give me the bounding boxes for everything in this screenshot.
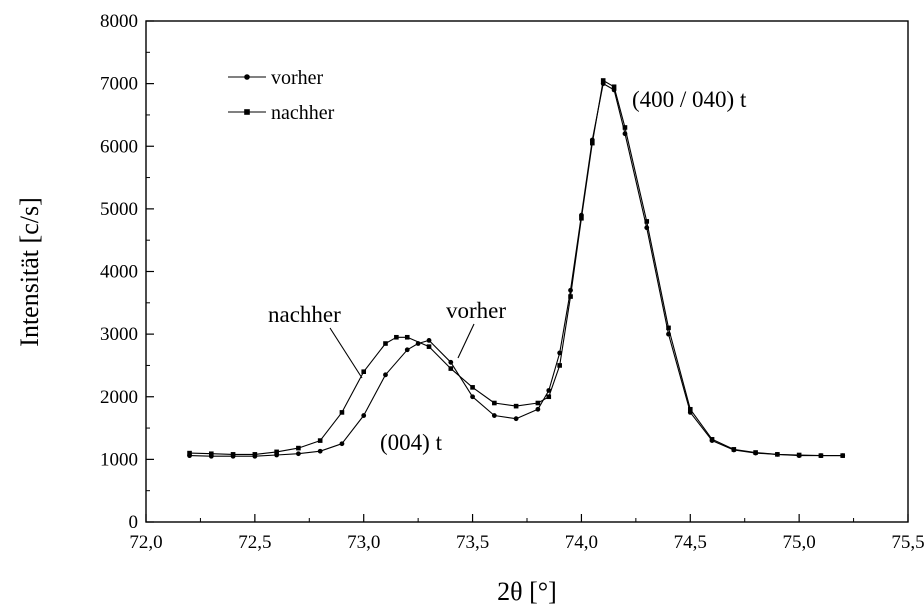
data-point-vorher [317,448,323,454]
data-point-nachher [709,437,715,442]
data-point-nachher [600,78,606,83]
data-point-nachher [557,363,562,368]
data-point-nachher [753,450,758,455]
data-point-nachher [274,449,279,455]
data-point-nachher [470,385,475,390]
data-point-vorher [296,451,301,457]
data-point-nachher [579,215,584,221]
data-point-nachher [731,447,737,452]
y-tick-label: 1000 [100,449,138,470]
data-point-nachher [404,334,410,340]
data-point-vorher [546,388,552,393]
legend: vorher nachher [228,67,335,124]
x-tick-label: 74,0 [565,532,598,553]
annotation-label-vorher: vorher [446,298,506,323]
data-point-nachher [644,219,650,224]
data-point-nachher [317,438,323,443]
x-tick-label: 72,0 [129,532,162,553]
data-point-vorher [491,413,497,418]
x-tick-label: 74,5 [674,532,707,553]
data-point-vorher [361,413,367,418]
data-point-vorher [568,287,573,293]
data-point-nachher [611,84,617,90]
legend-marker-vorher [244,74,250,80]
annotation-label-nachher: nachher [268,302,341,327]
data-point-vorher [535,406,541,412]
y-tick-label: 5000 [100,199,138,220]
y-tick-label: 7000 [100,74,138,95]
data-point-nachher [796,452,802,458]
y-tick-label: 4000 [100,262,138,283]
data-point-nachher [252,452,258,457]
data-point-nachher [818,453,824,458]
x-tick-label: 73,5 [456,532,489,553]
x-tick-label: 75,0 [783,532,816,553]
data-point-vorher [557,350,563,356]
plot-frame [145,20,909,523]
y-tick-label: 0 [129,512,139,533]
data-point-nachher [296,445,301,451]
y-tick-label: 3000 [100,324,138,345]
data-point-nachher [394,334,399,340]
data-point-vorher [404,347,410,353]
data-point-nachher [840,453,845,458]
annotations: (400 / 040) t (004) t nachher vorher [268,87,747,455]
data-point-nachher [622,125,628,130]
legend-label-nachher: nachher [271,102,335,124]
data-point-nachher [230,452,236,457]
data-point-vorher [426,337,432,343]
data-point-nachher [187,450,192,456]
data-point-vorher [448,359,454,365]
y-tick-label: 2000 [100,387,138,408]
data-point-nachher [383,341,388,346]
annotation-peak-004: (004) t [380,430,443,455]
y-tick-label: 6000 [100,136,138,157]
data-point-nachher [687,406,693,412]
data-point-nachher [492,400,497,406]
data-point-nachher [546,394,552,400]
data-point-nachher [426,344,432,349]
x-tick-label: 73,0 [347,532,380,553]
data-point-nachher [775,452,780,457]
data-point-nachher [339,410,345,415]
data-point-nachher [209,451,214,457]
annotation-leader-nachher [329,327,363,379]
data-point-vorher [470,394,475,400]
data-point-nachher [590,140,595,146]
series-line-vorher [189,83,843,457]
y-axis-title: Intensität [c/s] [15,197,44,346]
legend-label-vorher: vorher [271,67,324,89]
x-tick-label: 75,5 [891,532,924,553]
x-axis-title: 2θ [°] [497,577,557,606]
data-point-nachher [666,325,671,331]
data-point-vorher [339,441,345,447]
series-layer [187,78,846,459]
tick-layer: 72,0 72,5 73,0 73,5 74,0 74,5 75,0 75,5 0 1000 200… [100,11,924,553]
data-point-nachher [448,366,454,371]
data-point-nachher [568,294,573,299]
data-point-nachher [513,403,519,409]
x-tick-label: 72,5 [238,532,271,553]
data-point-nachher [535,400,541,406]
y-tick-label: 8000 [100,11,138,32]
annotation-leader-vorher [457,323,475,359]
data-point-vorher [383,372,388,378]
data-point-vorher [513,416,519,422]
data-point-nachher [361,369,367,374]
legend-marker-nachher [244,109,250,115]
annotation-peak-400-040: (400 / 040) t [632,87,747,112]
series-line-nachher [189,79,843,457]
